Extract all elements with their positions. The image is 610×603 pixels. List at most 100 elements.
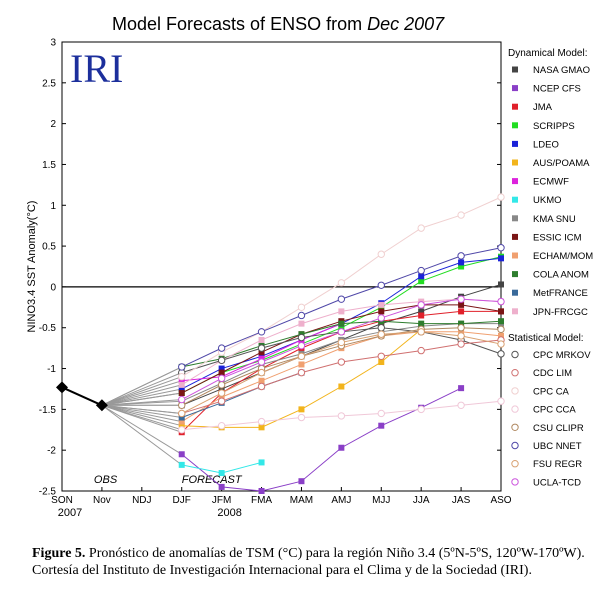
y-tick-label: -2 xyxy=(47,446,56,457)
y-tick-label: 0 xyxy=(50,282,56,293)
data-point xyxy=(178,373,186,381)
data-point xyxy=(377,330,385,338)
series-connector xyxy=(101,372,182,406)
data-point xyxy=(417,224,425,232)
series-connector xyxy=(101,384,182,406)
data-point xyxy=(297,311,306,320)
data-point xyxy=(338,320,345,327)
data-point xyxy=(457,332,465,340)
data-point xyxy=(458,301,465,308)
series-ldeo xyxy=(101,255,504,406)
data-point xyxy=(337,295,346,303)
series-connector xyxy=(101,392,182,406)
data-point xyxy=(218,394,225,401)
legend-marker xyxy=(512,215,518,222)
legend-marker xyxy=(511,423,519,431)
legend-entry: CSU CLIPR xyxy=(533,423,584,434)
obs-point xyxy=(95,399,108,412)
data-point xyxy=(178,426,186,434)
data-point xyxy=(378,359,385,366)
legend-marker xyxy=(511,460,519,468)
legend-statistical-title: Statistical Model: xyxy=(508,333,584,344)
data-point xyxy=(297,352,306,360)
data-point xyxy=(377,409,385,418)
data-point xyxy=(497,193,505,201)
legend-marker xyxy=(512,122,518,129)
data-point xyxy=(217,356,226,365)
data-point xyxy=(218,470,225,477)
data-point xyxy=(258,424,265,431)
forecast-label: FORECAST xyxy=(182,474,243,486)
y-tick-label: 1.5 xyxy=(42,160,56,171)
data-point xyxy=(498,255,504,262)
y-tick-label: 3 xyxy=(50,38,56,49)
x-tick-label: JFM xyxy=(212,495,231,506)
data-point xyxy=(217,421,226,430)
data-point xyxy=(458,259,465,266)
data-point xyxy=(258,349,265,356)
x-tick-label: AMJ xyxy=(331,495,351,506)
data-point xyxy=(377,314,385,322)
legend-entry: MetFRANCE xyxy=(533,288,588,299)
data-point xyxy=(257,358,266,366)
data-point xyxy=(378,308,385,315)
x-tick-label: NDJ xyxy=(132,495,151,506)
series-cpc-ca xyxy=(101,193,505,406)
data-point xyxy=(378,301,385,308)
obs-label: OBS xyxy=(94,474,118,486)
obs-point xyxy=(56,381,68,394)
legend-entry: CPC CCA xyxy=(533,405,576,416)
legend-marker xyxy=(512,271,518,278)
data-point xyxy=(458,385,465,392)
legend-marker xyxy=(512,140,518,147)
x-tick-label: JAS xyxy=(452,495,471,506)
legend-entry: JPN-FRCGC xyxy=(533,307,588,318)
data-point xyxy=(298,406,305,413)
data-point xyxy=(178,385,185,392)
data-point xyxy=(338,324,345,331)
legend-entry: ESSIC ICM xyxy=(533,232,582,243)
data-point xyxy=(338,383,345,390)
data-point xyxy=(217,374,226,383)
data-point xyxy=(218,365,225,372)
data-point xyxy=(218,483,225,490)
year-label: 2008 xyxy=(217,507,241,519)
legend-marker xyxy=(512,103,518,110)
y-tick-label: -1.5 xyxy=(39,405,57,416)
data-point xyxy=(457,340,465,348)
data-point xyxy=(377,324,385,332)
series-fsu-regr xyxy=(101,328,505,418)
legend-marker xyxy=(511,478,519,486)
data-point xyxy=(178,363,186,371)
data-point xyxy=(418,278,425,285)
y-tick-label: -1 xyxy=(47,364,56,375)
series-observed xyxy=(56,381,108,412)
data-point xyxy=(418,308,425,315)
legend-marker xyxy=(512,289,518,296)
data-point xyxy=(257,368,266,377)
series-connector xyxy=(101,404,182,414)
figure-caption: Figure 5. Pronóstico de anomalías de TSM… xyxy=(32,545,592,579)
data-point xyxy=(258,336,265,343)
y-tick-label: 0.5 xyxy=(42,242,56,253)
plot-frame xyxy=(61,41,502,492)
data-point xyxy=(178,461,185,468)
series-connector xyxy=(101,404,182,419)
y-tick-label: -2.5 xyxy=(39,487,57,498)
data-point xyxy=(217,381,226,389)
data-point xyxy=(257,328,266,336)
data-point xyxy=(338,308,345,315)
data-point xyxy=(457,324,465,332)
legend-marker xyxy=(511,441,519,450)
legend-marker xyxy=(511,387,519,395)
data-point xyxy=(497,350,505,358)
legend-marker xyxy=(512,196,518,203)
legend-entry: ECMWF xyxy=(533,177,569,188)
data-point xyxy=(178,377,185,384)
figure-caption-text: Pronóstico de anomalías de TSM (°C) para… xyxy=(32,546,585,578)
data-point xyxy=(178,409,186,418)
series-scripps xyxy=(101,253,504,406)
y-tick-label: 2 xyxy=(50,119,56,130)
chart-title-date: Dec 2007 xyxy=(367,14,445,34)
